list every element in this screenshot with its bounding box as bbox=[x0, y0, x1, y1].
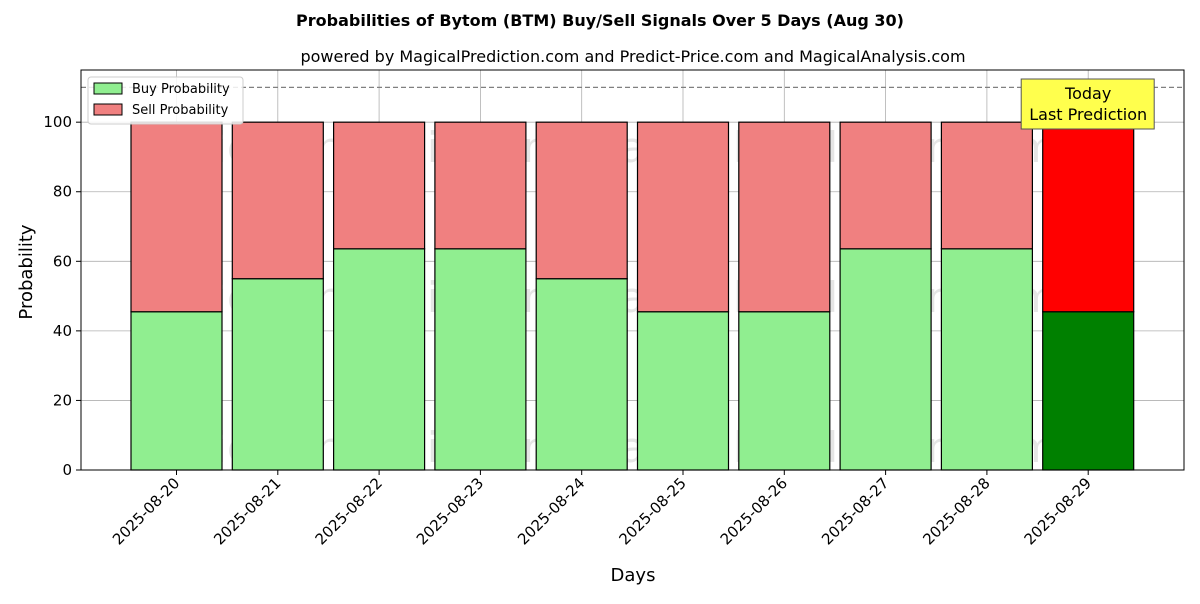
today-annotation: Today Last Prediction bbox=[1020, 78, 1155, 130]
sell-bar bbox=[333, 121, 426, 250]
sell-bar bbox=[1042, 121, 1135, 313]
legend-swatch-sell bbox=[93, 103, 123, 116]
y-axis-label: Probability bbox=[16, 224, 37, 319]
y-tick-label: 20 bbox=[53, 391, 72, 409]
x-tick-label: 2025-08-23 bbox=[413, 474, 487, 548]
bars-layer bbox=[130, 121, 1135, 471]
x-tick-label: 2025-08-24 bbox=[514, 474, 588, 548]
legend-swatch-buy bbox=[93, 82, 123, 95]
y-tick-label: 60 bbox=[53, 252, 72, 270]
buy-bar bbox=[839, 248, 932, 471]
buy-bar bbox=[738, 311, 831, 471]
legend-label: Buy Probability bbox=[132, 82, 230, 97]
legend: Buy Probability Sell Probability bbox=[87, 76, 244, 125]
sell-bar bbox=[130, 121, 223, 313]
sell-bar bbox=[940, 121, 1034, 250]
x-tick-label: 2025-08-21 bbox=[210, 474, 284, 548]
sell-bar bbox=[231, 121, 324, 280]
legend-label: Sell Probability bbox=[132, 103, 229, 118]
buy-bar bbox=[535, 278, 628, 471]
x-axis-label: Days bbox=[611, 565, 656, 586]
chart-title: Probabilities of Bytom (BTM) Buy/Sell Si… bbox=[296, 11, 904, 30]
sell-bar bbox=[636, 121, 730, 313]
buy-bar bbox=[636, 311, 730, 471]
annotation-text: Last Prediction bbox=[1029, 105, 1147, 124]
y-tick-label: 40 bbox=[53, 322, 72, 340]
x-tick-label: 2025-08-22 bbox=[312, 474, 386, 548]
x-tick-label: 2025-08-26 bbox=[717, 474, 791, 548]
y-tick-label: 100 bbox=[43, 113, 72, 131]
chart-subtitle: powered by MagicalPrediction.com and Pre… bbox=[300, 47, 965, 66]
x-tick-label: 2025-08-27 bbox=[818, 474, 892, 548]
x-tick-label: 2025-08-20 bbox=[109, 474, 183, 548]
buy-bar bbox=[333, 248, 426, 471]
buy-bar bbox=[130, 311, 223, 471]
y-tick-label: 0 bbox=[62, 461, 72, 479]
sell-bar bbox=[839, 121, 932, 250]
legend-box bbox=[87, 76, 244, 125]
sell-bar bbox=[434, 121, 527, 250]
x-tick-label: 2025-08-25 bbox=[615, 474, 689, 548]
annotation-box bbox=[1020, 78, 1155, 130]
x-tick-label: 2025-08-29 bbox=[1021, 474, 1095, 548]
annotation-text: Today bbox=[1064, 84, 1111, 103]
sell-bar bbox=[738, 121, 831, 313]
x-tick-label: 2025-08-28 bbox=[919, 474, 993, 548]
plot-frame bbox=[80, 69, 1185, 471]
buy-bar bbox=[1042, 311, 1135, 471]
buy-bar bbox=[434, 248, 527, 471]
y-tick-label: 80 bbox=[53, 183, 72, 201]
sell-bar bbox=[535, 121, 628, 280]
buy-bar bbox=[231, 278, 324, 471]
buy-bar bbox=[940, 248, 1034, 471]
